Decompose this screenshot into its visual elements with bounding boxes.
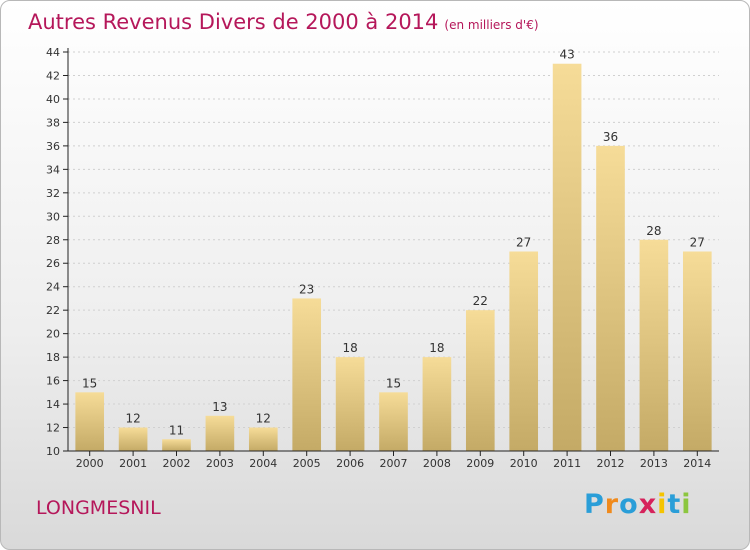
x-tick-label: 2009 xyxy=(466,457,494,470)
commune-name: LONGMESNIL xyxy=(36,497,161,519)
bar xyxy=(118,427,148,451)
x-tick-label: 2004 xyxy=(249,457,277,470)
y-tick-label: 18 xyxy=(46,351,60,364)
y-tick-label: 36 xyxy=(46,140,60,153)
y-tick-label: 14 xyxy=(46,398,60,411)
bar-value-label: 13 xyxy=(212,400,227,414)
x-tick-label: 2003 xyxy=(206,457,234,470)
bar-value-label: 27 xyxy=(690,236,705,250)
logo-letter: i xyxy=(681,489,692,520)
x-tick-label: 2010 xyxy=(510,457,538,470)
y-tick-label: 16 xyxy=(46,375,60,388)
bar-value-label: 22 xyxy=(473,294,488,308)
y-tick-label: 24 xyxy=(46,281,60,294)
y-tick-label: 38 xyxy=(46,116,60,129)
y-tick-label: 30 xyxy=(46,210,60,223)
bar xyxy=(552,63,582,452)
x-tick-label: 2012 xyxy=(597,457,625,470)
chart-subtitle: (en milliers d'€) xyxy=(444,18,539,32)
bar xyxy=(75,392,105,451)
bar xyxy=(465,310,495,451)
bar-value-label: 36 xyxy=(603,130,618,144)
y-tick-label: 42 xyxy=(46,69,60,82)
y-tick-label: 28 xyxy=(46,234,60,247)
x-tick-label: 2007 xyxy=(380,457,408,470)
bar xyxy=(248,427,278,451)
y-tick-label: 20 xyxy=(46,328,60,341)
x-tick-label: 2013 xyxy=(640,457,668,470)
bar xyxy=(509,251,539,451)
bar xyxy=(335,357,365,451)
y-tick-label: 34 xyxy=(46,163,60,176)
logo-letter: P xyxy=(584,489,605,520)
x-tick-label: 2005 xyxy=(293,457,321,470)
logo-letter: i xyxy=(657,489,668,520)
bar xyxy=(682,251,712,451)
bar xyxy=(162,439,191,451)
y-tick-label: 40 xyxy=(46,93,60,106)
y-tick-label: 26 xyxy=(46,257,60,270)
bar-value-label: 15 xyxy=(82,376,97,390)
x-tick-label: 2001 xyxy=(119,457,147,470)
chart-title: Autres Revenus Divers de 2000 à 2014 xyxy=(28,10,439,34)
bar-value-label: 12 xyxy=(125,412,140,426)
x-tick-label: 2011 xyxy=(553,457,581,470)
bar xyxy=(379,392,408,451)
bar xyxy=(596,145,625,451)
bar-value-label: 27 xyxy=(516,236,531,250)
logo-letter: x xyxy=(638,489,658,520)
x-tick-label: 2014 xyxy=(683,457,711,470)
y-tick-label: 10 xyxy=(46,445,60,458)
x-tick-label: 2000 xyxy=(76,457,104,470)
bar xyxy=(639,239,669,451)
bar xyxy=(292,298,322,451)
bar-value-label: 18 xyxy=(342,341,357,355)
y-tick-label: 44 xyxy=(46,46,60,59)
x-tick-label: 2008 xyxy=(423,457,451,470)
bar-value-label: 28 xyxy=(646,224,661,238)
bar xyxy=(205,415,235,451)
title-block: Autres Revenus Divers de 2000 à 2014 (en … xyxy=(28,10,539,34)
logo-letter: t xyxy=(667,489,682,520)
bar-value-label: 15 xyxy=(386,376,401,390)
bar-value-label: 18 xyxy=(429,341,444,355)
logo-letter: o xyxy=(619,489,639,520)
y-tick-label: 12 xyxy=(46,422,60,435)
bar-value-label: 11 xyxy=(169,423,184,437)
bar-value-label: 43 xyxy=(559,48,574,62)
proxiti-logo: Proxiti xyxy=(584,489,692,520)
bar xyxy=(422,357,452,451)
bar-value-label: 23 xyxy=(299,282,314,296)
bar-value-label: 12 xyxy=(256,412,271,426)
y-tick-label: 32 xyxy=(46,187,60,200)
y-tick-label: 22 xyxy=(46,304,60,317)
logo-letter: r xyxy=(604,489,620,520)
x-tick-label: 2002 xyxy=(163,457,191,470)
x-tick-label: 2006 xyxy=(336,457,364,470)
